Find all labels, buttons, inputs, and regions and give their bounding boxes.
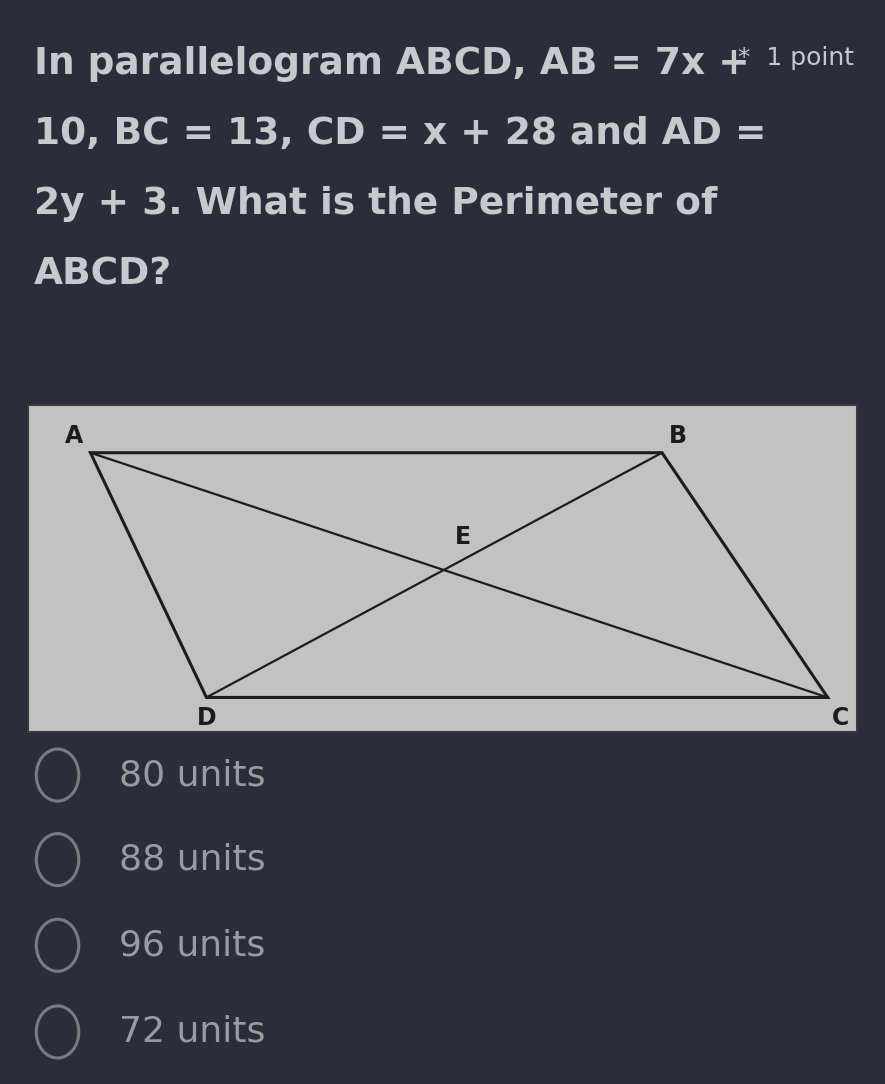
Text: 80 units: 80 units [119, 758, 266, 792]
Text: 10, BC = 13, CD = x + 28 and AD =: 10, BC = 13, CD = x + 28 and AD = [34, 116, 766, 152]
Text: In parallelogram ABCD, AB = 7x +: In parallelogram ABCD, AB = 7x + [34, 46, 750, 81]
Text: C: C [832, 706, 850, 731]
Text: 2y + 3. What is the Perimeter of: 2y + 3. What is the Perimeter of [34, 186, 717, 222]
Polygon shape [90, 453, 827, 697]
Text: A: A [65, 424, 83, 448]
Text: 88 units: 88 units [119, 842, 266, 877]
Text: 96 units: 96 units [119, 928, 266, 963]
Text: ABCD?: ABCD? [34, 257, 172, 293]
Text: *  1 point: * 1 point [738, 46, 854, 69]
Text: 72 units: 72 units [119, 1015, 266, 1049]
Bar [28, 405, 857, 732]
Text: D: D [196, 706, 216, 731]
Text: B: B [669, 424, 687, 448]
Text: E: E [455, 525, 471, 550]
